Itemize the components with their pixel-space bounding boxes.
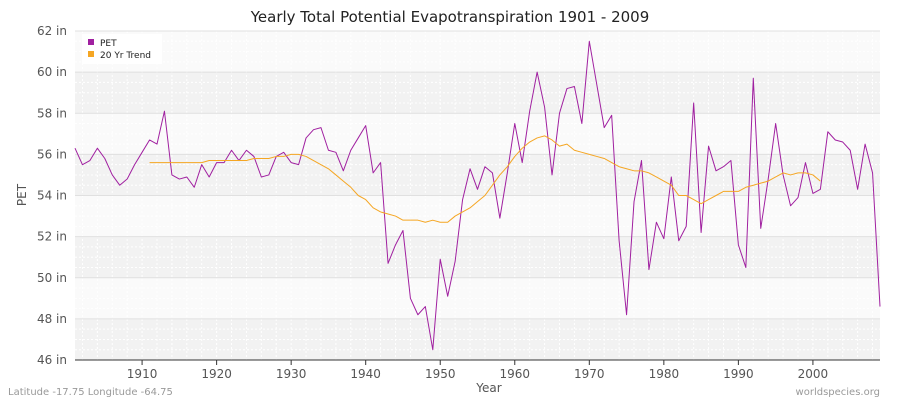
y-tick-label: 48 in (37, 312, 67, 326)
legend-swatch-pet (88, 39, 94, 45)
x-axis-label: Year (475, 381, 501, 395)
x-tick-label: 1970 (574, 367, 605, 381)
plot-band (75, 31, 880, 73)
y-tick-label: 60 in (37, 65, 67, 79)
x-tick-label: 1940 (350, 367, 381, 381)
x-tick-label: 1980 (649, 367, 680, 381)
x-tick-label: 1950 (425, 367, 456, 381)
series-line-pet (74, 40, 881, 351)
grid (75, 30, 880, 361)
legend-label-trend: 20 Yr Trend (100, 51, 151, 61)
y-axis-ticks: 46 in 48 in 50 in 52 in 54 in 56 in 58 in 60 in… (37, 24, 67, 367)
legend-swatch-trend (88, 51, 94, 57)
plot-band (75, 195, 880, 237)
y-tick-label: 56 in (37, 147, 67, 161)
plot-band (75, 72, 880, 114)
x-tick-label: 2000 (798, 367, 829, 381)
x-tick-label: 1920 (201, 367, 232, 381)
plot-bands (75, 31, 880, 360)
x-tick-label: 1910 (127, 367, 158, 381)
y-tick-label: 52 in (37, 230, 67, 244)
legend: PET 20 Yr Trend (82, 34, 162, 64)
legend-label-pet: PET (100, 39, 117, 49)
y-axis-label: PET (15, 183, 29, 206)
legend-box (82, 34, 162, 64)
series-lines (74, 40, 881, 351)
footer-source: worldspecies.org (796, 387, 880, 398)
x-tick-label: 1960 (499, 367, 530, 381)
x-tick-label: 1990 (723, 367, 754, 381)
x-axis-ticks: 1910 1920 1930 1940 1950 1960 1970 1980 1990 2000 (127, 360, 828, 381)
plot-band (75, 113, 880, 155)
y-tick-label: 50 in (37, 271, 67, 285)
plot-band (75, 318, 880, 360)
chart-title: Yearly Total Potential Evapotranspiratio… (250, 8, 650, 26)
series-line-trend (149, 135, 821, 223)
plot-band (75, 277, 880, 319)
y-tick-label: 54 in (37, 189, 67, 203)
y-tick-label: 58 in (37, 106, 67, 120)
y-tick-label: 46 in (37, 353, 67, 367)
footer-coordinates: Latitude -17.75 Longitude -64.75 (8, 387, 173, 398)
y-tick-label: 62 in (37, 24, 67, 38)
x-tick-label: 1930 (276, 367, 307, 381)
